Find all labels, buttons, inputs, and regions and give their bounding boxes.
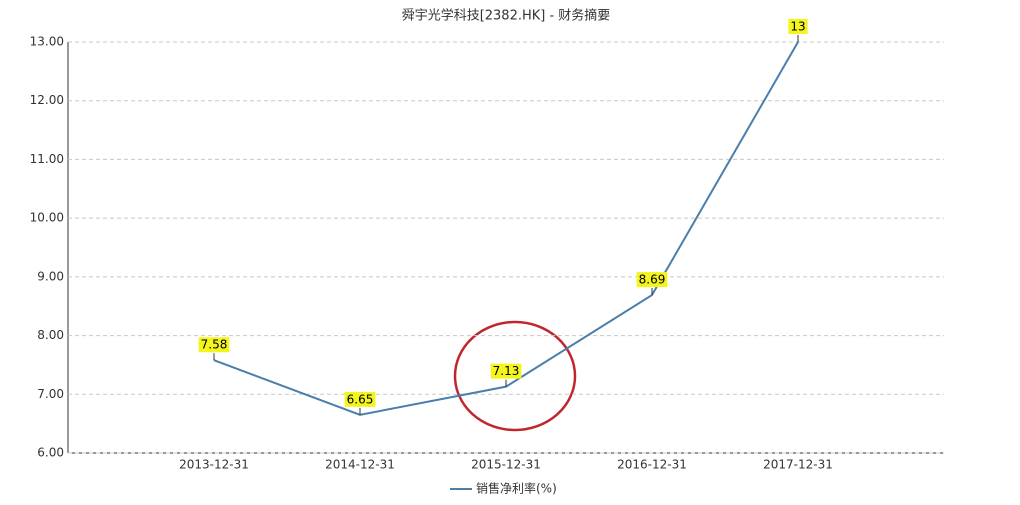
data-label: 7.58: [198, 337, 230, 353]
y-tick-label: 10.00: [30, 211, 64, 225]
data-label: 6.65: [344, 391, 376, 407]
data-label-text: 6.65: [347, 392, 374, 406]
data-label-bg: [788, 19, 808, 34]
x-tick-label: 2015-12-31: [471, 458, 541, 472]
data-label: 7.13: [490, 363, 522, 379]
highlight-circle: [453, 320, 577, 432]
y-tick-label: 8.00: [37, 328, 64, 342]
data-label-bg: [198, 337, 230, 353]
x-tick-label: 2017-12-31: [763, 458, 833, 472]
x-tick-label: 2014-12-31: [325, 458, 395, 472]
line-series: [213, 41, 799, 416]
data-label-text: 8.69: [639, 273, 666, 287]
y-tick-label: 7.00: [37, 387, 64, 401]
y-tick-label: 11.00: [30, 152, 64, 166]
data-label-text: 13: [790, 20, 805, 34]
data-label-bg: [490, 363, 522, 379]
data-label-bg: [344, 391, 376, 407]
y-tick-label: 9.00: [37, 269, 64, 283]
x-tick-label: 2016-12-31: [617, 458, 687, 472]
chart-title: 舜宇光学科技[2382.HK] - 财务摘要: [402, 8, 611, 24]
data-label-text: 7.58: [201, 338, 228, 352]
y-tick-label: 13.00: [30, 35, 64, 49]
y-tick-label: 12.00: [30, 93, 64, 107]
x-tick-label: 2013-12-31: [179, 458, 249, 472]
data-label: 13: [788, 19, 808, 34]
data-label-bg: [636, 272, 668, 288]
data-label-text: 7.13: [493, 364, 520, 378]
legend-label: 销售净利率(%): [476, 481, 557, 496]
data-label: 8.69: [636, 272, 668, 288]
y-tick-label: 6.00: [37, 446, 64, 460]
